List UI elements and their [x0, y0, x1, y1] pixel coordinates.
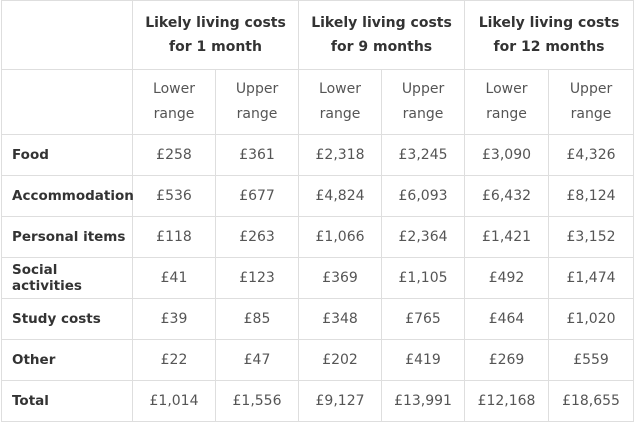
cost-value: £361: [214, 134, 300, 176]
row-label: Other: [1, 339, 133, 381]
data-row: Food £258 £361 £2,318 £3,245 £3,090 £4,326: [1, 134, 635, 176]
cost-value: £41: [132, 257, 216, 299]
sub-header: Upper range: [548, 69, 635, 135]
group-header: Likely living costs for 12 months: [464, 0, 635, 70]
sub-header-row: Lower range Upper range Lower range Upper r…: [1, 69, 635, 135]
sub-header: Upper range: [214, 69, 300, 135]
cost-value: £2,364: [381, 216, 466, 258]
cost-value: £47: [214, 339, 300, 381]
cost-value: £258: [132, 134, 216, 176]
cost-value: £85: [214, 298, 300, 340]
cost-value: £677: [214, 175, 300, 217]
sub-header: Lower range: [132, 69, 216, 135]
cost-value: £4,326: [548, 134, 635, 176]
cost-value: £464: [464, 298, 550, 340]
cost-value: £12,168: [464, 380, 550, 422]
cost-value: £348: [298, 298, 383, 340]
cost-value: £1,556: [214, 380, 300, 422]
group-header: Likely living costs for 9 months: [298, 0, 466, 70]
data-row: Total £1,014 £1,556 £9,127 £13,991 £12,168 £18…: [1, 380, 635, 422]
cost-value: £263: [214, 216, 300, 258]
cost-value: £2,318: [298, 134, 383, 176]
data-row: Personal items £118 £263 £1,066 £2,364 £1,421…: [1, 216, 635, 258]
cost-value: £13,991: [381, 380, 466, 422]
cost-value: £419: [381, 339, 466, 381]
cost-value: £18,655: [548, 380, 635, 422]
row-label: Food: [1, 134, 133, 176]
sub-header: Upper range: [381, 69, 466, 135]
cost-table: Likely living costs for 1 month Likely li…: [1, 0, 635, 422]
data-row: Accommodation £536 £677 £4,824 £6,093 £6,432 £…: [1, 175, 635, 217]
cost-value: £492: [464, 257, 550, 299]
data-row: Study costs £39 £85 £348 £765 £464 £1,020: [1, 298, 635, 340]
row-label: Personal items: [1, 216, 133, 258]
cost-value: £39: [132, 298, 216, 340]
cost-value: £6,432: [464, 175, 550, 217]
cost-value: £123: [214, 257, 300, 299]
cost-value: £6,093: [381, 175, 466, 217]
cost-value: £1,020: [548, 298, 635, 340]
cost-value: £1,421: [464, 216, 550, 258]
cost-value: £22: [132, 339, 216, 381]
group-header: Likely living costs for 1 month: [131, 0, 300, 70]
cost-value: £559: [548, 339, 635, 381]
cost-value: £1,066: [298, 216, 383, 258]
cost-value: £202: [298, 339, 383, 381]
cost-value: £8,124: [548, 175, 635, 217]
cost-value: £536: [132, 175, 216, 217]
cost-value: £9,127: [298, 380, 383, 422]
cost-value: £269: [464, 339, 550, 381]
corner-cell: [1, 0, 133, 70]
corner-cell: [1, 69, 133, 135]
cost-value: £765: [381, 298, 466, 340]
cost-value: £4,824: [298, 175, 383, 217]
cost-value: £369: [298, 257, 383, 299]
sub-header: Lower range: [298, 69, 383, 135]
row-label: Accommodation: [1, 175, 134, 217]
cost-value: £3,152: [548, 216, 635, 258]
group-header-row: Likely living costs for 1 month Likely li…: [1, 0, 635, 70]
cost-value: £3,245: [381, 134, 466, 176]
data-row: Social activities £41 £123 £369 £1,105 £492 £1…: [1, 257, 635, 299]
cost-value: £1,014: [132, 380, 216, 422]
row-label: Social activities: [1, 257, 133, 299]
cost-value: £1,105: [381, 257, 466, 299]
row-label: Study costs: [1, 298, 133, 340]
row-label: Total: [1, 380, 133, 422]
cost-value: £118: [132, 216, 216, 258]
sub-header: Lower range: [464, 69, 550, 135]
data-row: Other £22 £47 £202 £419 £269 £559: [1, 339, 635, 381]
cost-value: £1,474: [548, 257, 635, 299]
cost-value: £3,090: [464, 134, 550, 176]
